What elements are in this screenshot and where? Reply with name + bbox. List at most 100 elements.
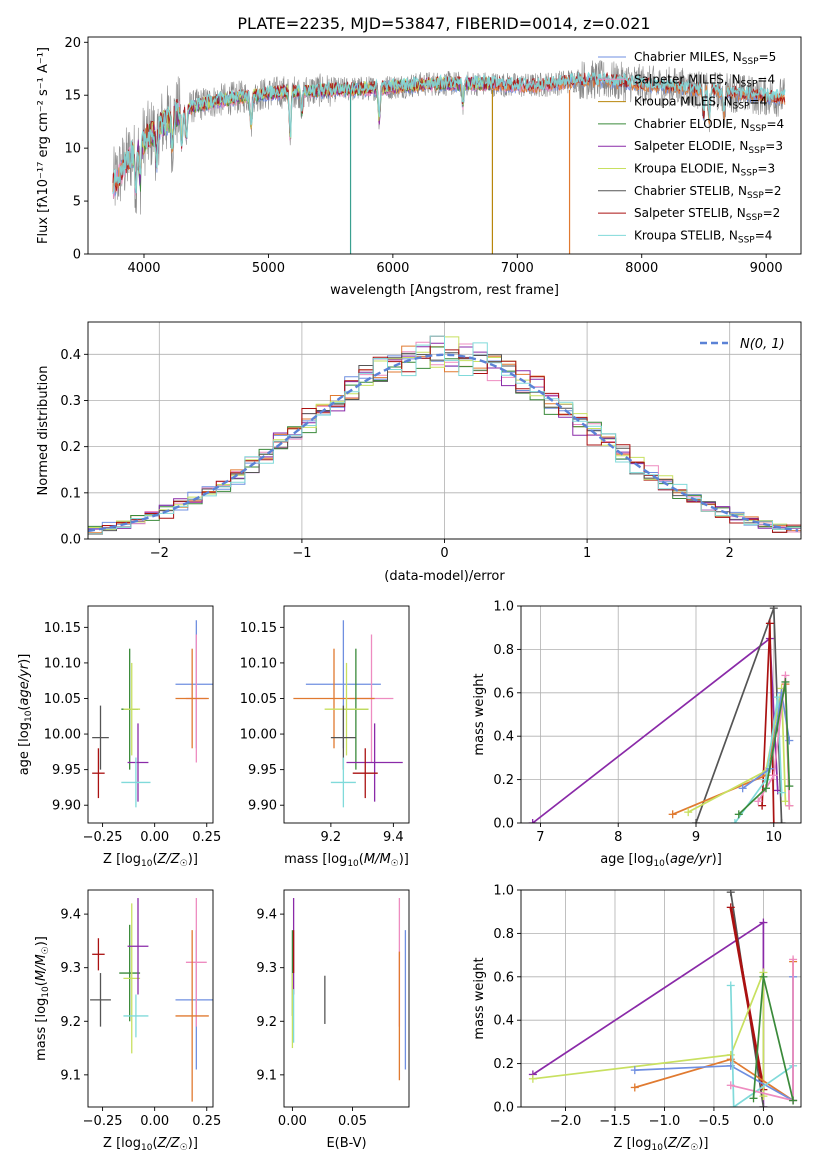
legend-label-sub: SSP xyxy=(733,102,750,112)
massweight-marker xyxy=(769,606,778,613)
normal-curve xyxy=(88,353,799,533)
xlabel-part: age [log xyxy=(600,852,653,867)
legend-label-n: =2 xyxy=(763,206,781,220)
age_vs_mass-ytick-label: 9.95 xyxy=(248,763,277,778)
massweight-line-chabrier-elodie xyxy=(738,681,791,815)
residuals-ytick-label: 0.1 xyxy=(60,486,81,501)
xlabel-part: mass [log xyxy=(284,852,347,867)
mass_vs_Z-axes: −0.25 0.00 0.25 9.1 9.2 9.3 9.4 xyxy=(60,889,221,1129)
errorbar-orange xyxy=(175,930,209,1102)
residuals-xtick-label: −1 xyxy=(292,546,311,561)
legend-label-n: =3 xyxy=(757,162,775,176)
age_vs_Z-xtick-label: 0.25 xyxy=(192,830,221,845)
massweight_vs_age-ytick-label: 0.8 xyxy=(493,643,514,658)
errorbar-orange xyxy=(175,648,209,749)
age_vs_Z-xtick-label: 0.00 xyxy=(140,830,169,845)
massweight-marker xyxy=(668,810,677,819)
legend-label-main: Salpeter ELODIE, N xyxy=(634,139,748,153)
residuals-xtick-label: 2 xyxy=(726,546,734,561)
errorbar-kroupa-stelib xyxy=(123,994,149,1038)
mass_vs_Z-ytick-label: 9.3 xyxy=(60,961,81,976)
massweight-marker xyxy=(630,1066,639,1075)
massweight-marker xyxy=(759,972,768,981)
massweight-marker xyxy=(758,801,767,810)
age_vs_Z-ytick-label: 10.00 xyxy=(44,728,81,743)
massweight_vs_Z-xtick-label: −1.5 xyxy=(599,1114,631,1129)
ylabel-part: M/M xyxy=(34,954,49,981)
spectrum-xtick-label: 9000 xyxy=(750,261,783,276)
massweight-line-salpeter-stelib xyxy=(729,907,765,1090)
errorbar-kroupa-elodie xyxy=(324,662,369,756)
massweight-marker xyxy=(749,1094,758,1103)
massweight-marker xyxy=(762,784,770,793)
age_vs_Z-ytick-label: 10.15 xyxy=(44,621,81,636)
massweight_vs_age-ytick-label: 0.6 xyxy=(493,686,514,701)
residual-legend-label: N(0, 1) xyxy=(740,337,785,352)
massweight-marker xyxy=(726,903,735,912)
legend-label-sub: SSP xyxy=(742,57,759,67)
age_vs_Z-frame xyxy=(87,605,214,824)
errorbar-kroupa-stelib xyxy=(330,757,356,808)
xlabel-part: E(B-V) xyxy=(326,1136,366,1151)
massweight_vs_Z-plot xyxy=(528,890,798,1107)
mass_vs_Z-plot xyxy=(90,898,213,1102)
massweight-marker xyxy=(785,782,794,791)
massweight_vs_age-xtick-label: 7 xyxy=(536,830,544,845)
legend-label-n: =4 xyxy=(755,228,773,242)
xlabel-part: Z [log xyxy=(614,1136,652,1151)
age_vs_mass-ytick-label: 10.15 xyxy=(240,621,277,636)
xlabel-part: ☉ xyxy=(690,1143,698,1153)
ylabel-part: )] xyxy=(34,936,49,946)
legend-label-main: Chabrier STELIB, N xyxy=(634,184,747,198)
ylabel-part: age/yr xyxy=(17,662,32,705)
mass_vs_EBV-ytick-label: 9.2 xyxy=(256,1015,277,1030)
massweight-marker xyxy=(738,784,747,793)
xlabel-part: ( xyxy=(152,1136,157,1151)
massweight_vs_age-ytick-label: 1.0 xyxy=(493,600,514,615)
mass_vs_EBV-plot xyxy=(291,898,407,1081)
massweight-marker xyxy=(789,955,798,964)
data-spectrum-line xyxy=(112,60,786,215)
massweight_vs_age-xtick-label: 8 xyxy=(614,830,622,845)
errorbar-salpeter-elodie xyxy=(127,898,149,995)
legend-label-sub: SSP xyxy=(747,191,764,201)
errorbar-salpeter-stelib xyxy=(92,938,105,971)
mass_vs_EBV-xtick-label: 0.05 xyxy=(338,1114,367,1129)
xlabel-part: Z/Z xyxy=(157,1136,181,1151)
errorbar-salpeter-stelib xyxy=(92,748,105,799)
massweight_vs_Z-xtick-label: 0.0 xyxy=(753,1114,774,1129)
massweight-marker xyxy=(730,819,739,823)
massweight-marker xyxy=(777,788,786,797)
legend-label-sub: SSP xyxy=(738,235,755,245)
xlabel-part: Z [log xyxy=(103,852,141,867)
residuals-ytick-label: 0.2 xyxy=(60,440,81,455)
spectrum-ytick-label: 15 xyxy=(64,89,81,104)
legend-label-main: Chabrier ELODIE, N xyxy=(634,117,750,131)
ylabel-part: )] xyxy=(17,654,32,664)
xlabel-part: )] xyxy=(712,852,722,867)
massweight_vs_age-ytick-label: 0.0 xyxy=(493,817,514,832)
massweight-marker xyxy=(762,775,770,784)
errorbar-salpeter-elodie xyxy=(127,723,149,802)
errorbar-chabrier-stelib xyxy=(92,705,109,770)
legend-label-sub: SSP xyxy=(741,169,758,179)
xlabel-part: )] xyxy=(399,852,409,867)
age_vs_Z-xlabel: Z [log10(Z/Z☉)] xyxy=(103,852,198,869)
spectrum-axes: 4000 5000 6000 7000 8000 9000 0 5 10 15 20 xyxy=(64,36,802,276)
legend-label: Kroupa ELODIE, NSSP=3 xyxy=(634,162,775,179)
massweight-marker xyxy=(765,619,774,628)
xlabel-part: M/M xyxy=(364,852,391,867)
errorbar-orange xyxy=(293,648,375,749)
residuals-axes: −2 −1 0 1 2 0.0 0.1 0.2 0.3 0.4 xyxy=(60,321,802,561)
xlabel-part: Z/Z xyxy=(667,1136,691,1151)
massweight_vs_age-xtick-label: 10 xyxy=(766,830,783,845)
legend-label: Kroupa STELIB, NSSP=4 xyxy=(634,228,772,245)
age_vs_mass-xtick-label: 9.2 xyxy=(321,830,342,845)
spectrum-frame xyxy=(87,36,802,255)
legend-label-main: Kroupa STELIB, N xyxy=(634,228,738,242)
massweight_vs_age-frame xyxy=(520,605,802,824)
legend-label-sub: SSP xyxy=(746,213,763,223)
spectrum-ytick-label: 0 xyxy=(73,248,81,263)
spectrum-xtick-label: 8000 xyxy=(625,261,658,276)
massweight-line-salpeter-elodie xyxy=(532,636,779,823)
